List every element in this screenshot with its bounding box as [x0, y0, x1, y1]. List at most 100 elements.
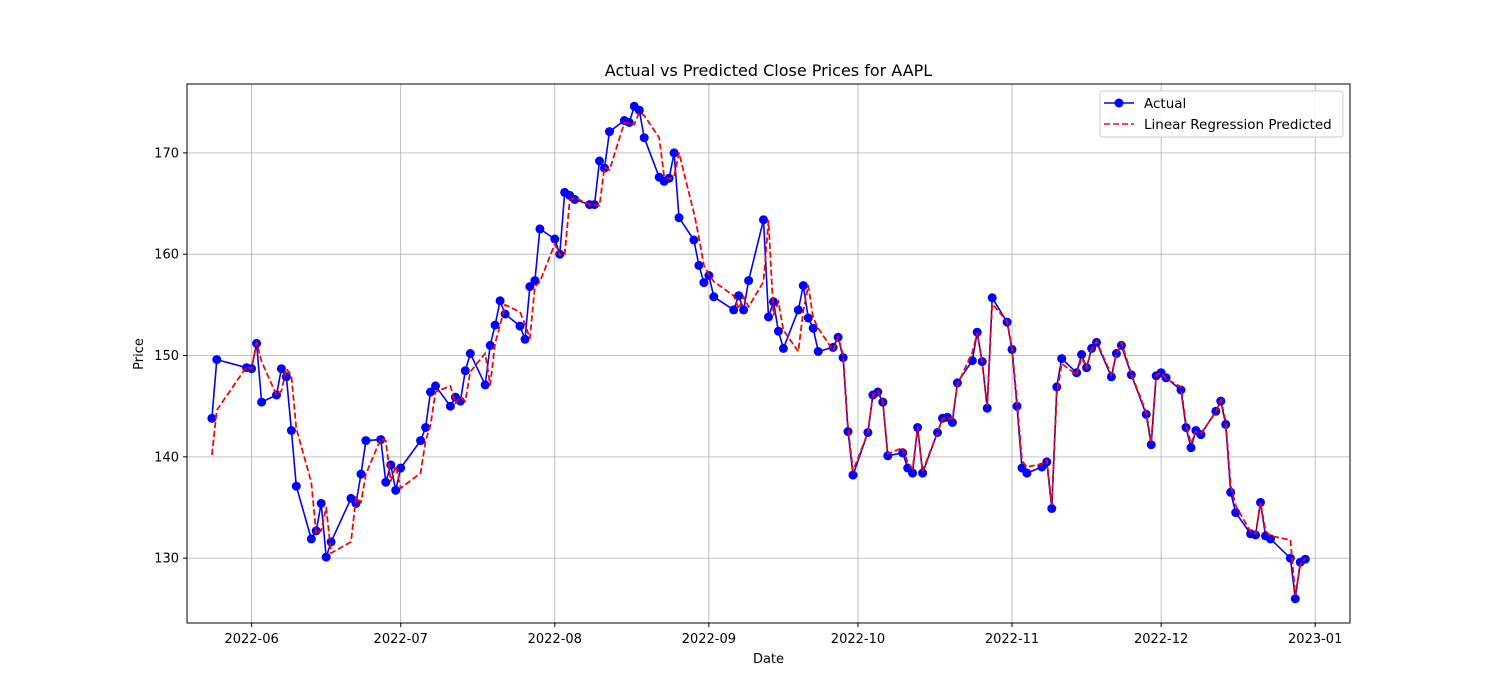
actual-data-point — [595, 156, 604, 166]
actual-data-point — [421, 423, 431, 432]
actual-data-point — [1196, 430, 1206, 440]
actual-data-point — [1231, 508, 1241, 518]
actual-data-point — [838, 353, 848, 363]
actual-data-point — [550, 234, 560, 244]
actual-data-point — [793, 305, 803, 315]
actual-data-point — [570, 195, 580, 204]
legend-actual-marker — [1114, 98, 1124, 108]
actual-data-point — [391, 485, 401, 495]
actual-data-point — [1052, 382, 1062, 392]
actual-data-point — [480, 380, 490, 390]
actual-data-point — [276, 364, 286, 374]
x-tick-label: 2022-09 — [682, 632, 736, 647]
actual-data-point — [460, 366, 470, 376]
plot-area-frame — [186, 83, 1351, 624]
actual-data-point — [291, 481, 301, 491]
actual-data-point — [1226, 487, 1236, 497]
actual-data-point — [1256, 497, 1265, 507]
actual-data-point — [1266, 534, 1275, 544]
legend-actual-label: Actual — [1144, 96, 1186, 112]
actual-data-point — [699, 278, 709, 288]
actual-data-point — [1022, 468, 1032, 478]
actual-data-point — [987, 293, 997, 303]
actual-data-point — [764, 312, 773, 322]
actual-data-point — [898, 448, 908, 458]
actual-data-point — [321, 552, 331, 562]
actual-data-point — [798, 281, 808, 291]
actual-data-point — [530, 276, 540, 286]
legend-box — [1099, 90, 1344, 138]
chart-title: Actual vs Predicted Close Prices for AAP… — [605, 61, 932, 80]
actual-data-point — [624, 118, 634, 127]
actual-data-point — [605, 127, 614, 137]
actual-data-point — [1106, 372, 1116, 382]
actual-data-point — [500, 309, 510, 319]
actual-data-point — [1285, 553, 1295, 563]
actual-data-point — [490, 320, 500, 330]
actual-data-point — [381, 477, 391, 487]
actual-data-point — [982, 403, 992, 413]
actual-data-point — [1141, 409, 1151, 419]
x-tick-label: 2022-11 — [985, 632, 1039, 647]
actual-data-point — [778, 343, 788, 353]
actual-data-point — [734, 291, 744, 301]
actual-data-point — [485, 340, 495, 350]
actual-data-point — [316, 498, 326, 508]
actual-data-point — [828, 342, 838, 352]
x-axis-label: Date — [753, 652, 784, 667]
actual-data-point — [639, 133, 649, 143]
actual-data-point — [431, 381, 440, 391]
actual-data-point — [1290, 594, 1300, 604]
actual-data-point — [1077, 350, 1087, 359]
actual-data-point — [908, 468, 918, 478]
actual-data-point — [465, 349, 475, 358]
actual-data-point — [947, 417, 957, 427]
y-tick-label: 160 — [154, 248, 179, 263]
actual-data-point — [351, 498, 361, 508]
actual-data-point — [848, 470, 858, 480]
actual-data-point — [634, 105, 644, 115]
actual-data-point — [933, 428, 942, 437]
actual-data-point — [972, 327, 982, 337]
actual-data-point — [1251, 530, 1261, 540]
actual-data-point — [416, 436, 426, 446]
actual-data-point — [689, 235, 699, 245]
series-layer — [207, 101, 1310, 604]
actual-data-point — [1111, 349, 1121, 358]
actual-data-point — [1057, 354, 1067, 364]
actual-data-point — [694, 260, 704, 270]
actual-data-point — [426, 387, 435, 397]
actual-data-point — [257, 397, 267, 407]
actual-data-point — [813, 347, 823, 356]
actual-data-point — [808, 323, 818, 333]
actual-data-point — [669, 148, 679, 158]
actual-data-point — [918, 468, 928, 478]
y-axis-label: Price — [132, 338, 147, 370]
y-tick-label: 140 — [154, 450, 179, 465]
actual-data-point — [1186, 443, 1196, 453]
actual-data-point — [495, 296, 505, 306]
actual-data-point — [207, 413, 217, 423]
actual-data-point — [1146, 440, 1156, 450]
x-tick-label: 2022-08 — [528, 632, 582, 647]
x-tick-label: 2022-12 — [1134, 632, 1188, 647]
actual-data-point — [386, 460, 396, 470]
actual-data-point — [803, 313, 813, 323]
actual-data-point — [306, 534, 316, 544]
actual-data-point — [952, 378, 962, 388]
actual-data-point — [759, 215, 768, 225]
actual-data-point — [356, 469, 366, 479]
legend: Actual Linear Regression Predicted — [1099, 90, 1344, 138]
x-tick-label: 2023-01 — [1288, 632, 1342, 647]
actual-data-point — [1012, 401, 1022, 411]
x-tick-label: 2022-10 — [831, 632, 885, 647]
y-tick-label: 150 — [154, 349, 179, 364]
predicted-series-line-overlay — [211, 111, 1306, 595]
actual-data-point — [709, 292, 719, 302]
x-tick-label: 2022-07 — [374, 632, 428, 647]
actual-data-point — [1126, 370, 1136, 380]
actual-data-point — [739, 305, 749, 315]
grid-lines — [187, 84, 1350, 623]
actual-data-point — [525, 282, 535, 292]
